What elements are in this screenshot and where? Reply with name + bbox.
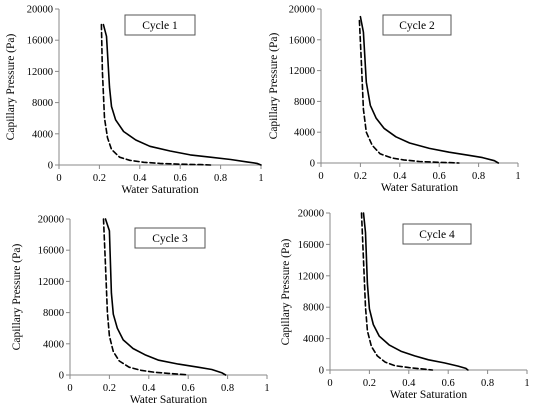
series-line-solid (362, 212, 469, 371)
y-axis-label: Capillary Pressure (Pa) (268, 32, 280, 139)
x-tick-label: 0 (318, 171, 323, 182)
x-tick-label: 0 (327, 378, 332, 389)
y-tick-label: 4000 (43, 339, 64, 350)
y-tick-label: 8000 (303, 303, 324, 314)
y-tick-label: 0 (310, 159, 315, 170)
series-line-dashed (100, 23, 212, 166)
y-axis-label: Capillary Pressure (Pa) (280, 238, 292, 345)
y-tick-label: 16000 (27, 36, 53, 47)
chart-title: Cycle 3 (152, 233, 188, 245)
y-tick-label: 4000 (303, 334, 324, 345)
y-tick-label: 16000 (289, 35, 315, 46)
y-axis-label: Capillary Pressure (Pa) (5, 33, 17, 140)
y-tick-label: 8000 (43, 308, 64, 319)
x-axis-label: Water Saturation (390, 389, 468, 401)
x-tick-label: 1 (258, 173, 263, 184)
x-tick-label: 0.4 (393, 171, 407, 182)
x-tick-label: 0.8 (481, 378, 494, 389)
y-tick-label: 12000 (298, 271, 324, 282)
x-tick-label: 0.6 (433, 171, 446, 182)
chart-panel-3: 0 4000 8000 12000 16000 20000 0 0.2 0.4 0.6 0.8 1 Wa… (11, 215, 270, 407)
y-tick-label: 20000 (298, 209, 324, 220)
x-tick-label: 0.6 (442, 378, 455, 389)
x-tick-label: 0.2 (354, 171, 367, 182)
x-tick-label: 0.6 (182, 383, 195, 394)
series-line-dashed (358, 19, 460, 164)
x-tick-label: 1 (524, 378, 529, 389)
x-tick-label: 0.4 (402, 378, 416, 389)
y-tick-label: 12000 (289, 66, 315, 77)
x-tick-label: 0.2 (363, 378, 376, 389)
x-tick-label: 0.6 (174, 173, 187, 184)
chart-panel-2: 0 4000 8000 12000 16000 20000 0 0.2 0.4 0.6 0.8 1 Wa… (268, 5, 521, 195)
y-tick-label: 16000 (298, 240, 324, 251)
y-tick-label: 12000 (27, 67, 53, 78)
chart-title: Cycle 2 (399, 20, 435, 32)
x-tick-label: 0.8 (221, 383, 234, 394)
y-tick-label: 4000 (294, 128, 315, 139)
x-axis-label: Water Saturation (121, 184, 199, 196)
chart-title: Cycle 4 (419, 229, 455, 241)
x-tick-label: 0 (67, 383, 72, 394)
chart-panel-1: 0 4000 8000 12000 16000 20000 0 0.2 0.4 0.6 0.8 1 Wa… (5, 5, 264, 197)
chart-title: Cycle 1 (142, 20, 178, 32)
y-tick-label: 20000 (27, 5, 53, 16)
x-tick-label: 0.2 (103, 383, 116, 394)
chart-title-box (134, 227, 206, 249)
y-tick-label: 0 (59, 371, 64, 382)
x-tick-label: 1 (264, 383, 269, 394)
chart-panel-4: 0 4000 8000 12000 16000 20000 0 0.2 0.4 0.6 0.8 1 Wa… (280, 209, 530, 402)
x-tick-label: 0.2 (93, 173, 106, 184)
series-line-dashed (360, 212, 434, 371)
y-tick-label: 16000 (38, 246, 64, 257)
series-line-solid (359, 15, 500, 164)
x-tick-label: 0.4 (142, 383, 156, 394)
y-tick-label: 8000 (294, 97, 315, 108)
x-tick-label: 0.4 (133, 173, 147, 184)
x-tick-label: 1 (515, 171, 520, 182)
x-tick-label: 0.8 (214, 173, 227, 184)
x-tick-label: 0.8 (472, 171, 485, 182)
x-tick-label: 0 (56, 173, 61, 184)
y-tick-label: 20000 (38, 215, 64, 226)
chart-title-box (124, 14, 196, 36)
y-tick-label: 4000 (32, 129, 53, 140)
y-tick-label: 0 (319, 366, 324, 377)
chart-title-box (382, 14, 452, 36)
y-tick-label: 12000 (38, 277, 64, 288)
chart-title-box (402, 223, 472, 245)
y-tick-label: 0 (48, 161, 53, 172)
y-axis-label: Capillary Pressure (Pa) (11, 243, 23, 350)
series-line-solid (102, 23, 262, 166)
y-tick-label: 8000 (32, 98, 53, 109)
x-axis-label: Water Saturation (130, 394, 208, 406)
y-tick-label: 20000 (289, 5, 315, 16)
series-line-solid (104, 218, 227, 376)
x-axis-label: Water Saturation (381, 182, 459, 194)
